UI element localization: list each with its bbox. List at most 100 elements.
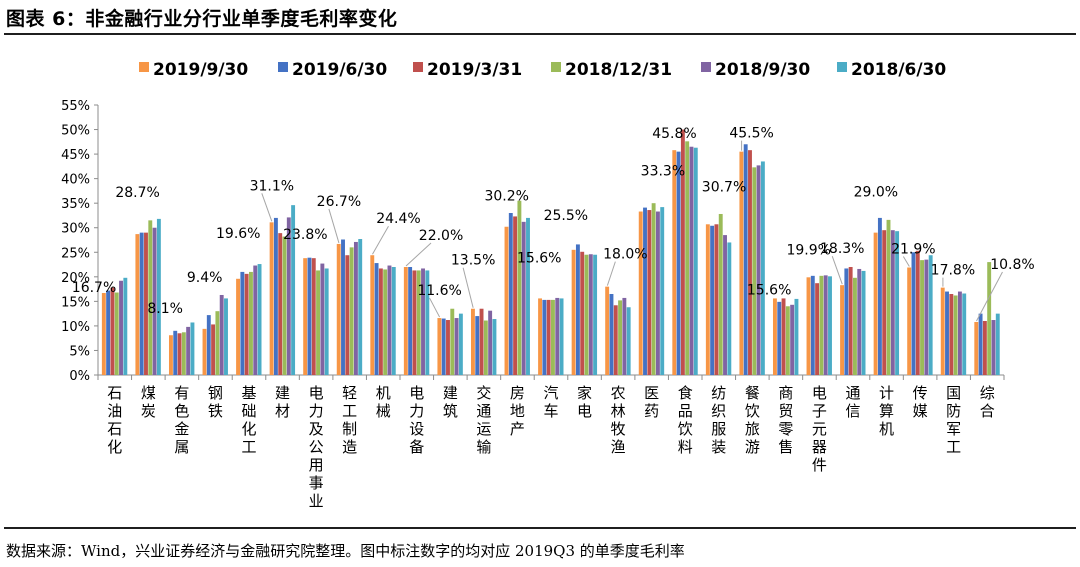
bar [114,292,119,375]
bar [756,165,761,375]
category-labels: 石油石化 煤炭 有色金属 钢铁 基础化工 建材 电力及公用事业 轻工制造 机械 电力设备 建筑 交通运… [107,384,994,510]
bar [710,225,715,375]
bar [714,224,719,375]
bar [618,300,623,375]
category-label: 煤炭 [141,384,156,420]
bar [504,226,509,375]
category-label: 家电 [577,384,592,420]
leader-line [328,208,340,244]
data-label: 29.0% [854,185,898,201]
legend-swatch [413,62,423,72]
category-label: 电力设备 [409,384,424,456]
bar [269,222,274,375]
bar [651,203,656,375]
bar [282,236,287,375]
bar [945,291,949,375]
data-label: 30.7% [702,179,746,195]
bar [689,146,694,375]
bar [743,144,748,375]
bar [383,269,388,375]
bar [349,247,354,375]
bar [785,306,790,375]
bar [278,233,283,375]
category-label: 轻工制造 [342,384,357,456]
bar [257,264,262,375]
bar [416,270,421,375]
bar [748,150,752,375]
chart-bars [101,129,1000,375]
bar [559,298,564,375]
data-label: 10.8% [990,257,1034,273]
bar [307,257,312,375]
data-label: 18.0% [603,247,647,263]
bar [403,267,408,375]
bar [421,268,425,375]
leader-line [261,193,273,222]
category-label: 基础化工 [241,384,256,456]
bar [777,301,782,375]
bar [470,308,475,375]
bar [144,232,148,375]
category-label: 建材 [275,384,290,420]
bar [974,321,979,375]
data-label: 45.5% [729,126,773,142]
bar [575,244,580,375]
bar [772,298,777,375]
bar [391,267,396,375]
data-label: 13.5% [451,253,495,269]
bar [110,287,115,375]
y-tick-label: 0% [69,369,90,384]
bar [613,305,618,375]
y-tick-label: 15% [61,295,90,310]
bar [877,217,882,375]
data-label: 33.3% [641,164,685,180]
data-label: 19.9% [786,242,830,258]
bar [584,254,589,375]
data-label: 26.7% [317,194,361,210]
bar [458,313,463,375]
data-label: 30.2% [484,189,528,205]
legend-label: 2019/3/31 [427,60,522,80]
category-label: 建筑 [443,384,458,420]
leader-line [606,261,616,286]
bar [571,249,576,375]
bar [106,290,111,375]
legend-swatch [701,62,711,72]
bar [387,265,392,375]
leader-line [405,242,432,267]
y-tick-label: 35% [61,197,90,212]
bar [626,307,631,375]
bar [542,299,547,375]
bar [940,287,945,375]
data-label-leaders [261,140,1003,322]
bar [135,234,140,375]
bar [580,251,585,375]
data-label: 25.5% [544,208,588,224]
data-labels: 16.7% 28.7% 8.1%9.4% 19.6% 31.1% 23.8% 26.7% 24… [72,126,1035,318]
bar [345,255,350,375]
bar [957,291,962,375]
bar [718,213,723,375]
bar [593,254,598,375]
bar [378,268,383,375]
y-tick-label: 50% [61,124,90,139]
bar [508,213,513,375]
category-label: 综合 [980,384,995,420]
bar [286,217,291,375]
bar [139,232,144,375]
bar [249,271,253,375]
data-label: 11.6% [417,283,461,299]
bar [705,224,710,375]
bar [521,221,526,375]
data-label: 9.4% [187,270,223,286]
data-label: 45.8% [652,126,696,142]
legend-label: 2018/9/30 [715,60,810,80]
data-label: 31.1% [250,178,294,194]
data-label: 19.6% [216,226,260,242]
bar [840,285,844,375]
bar [605,286,610,375]
bar [622,297,627,375]
bar [215,311,220,375]
bar [882,230,887,375]
